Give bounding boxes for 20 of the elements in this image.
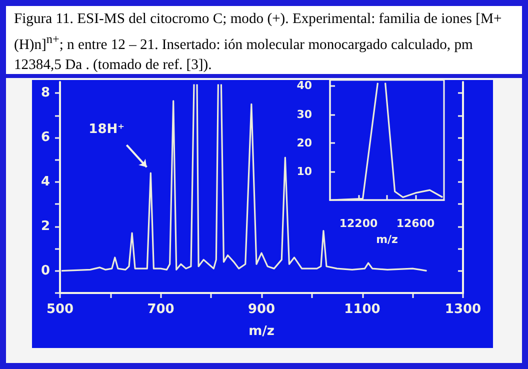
y-tick-label: 4 [40, 174, 50, 190]
x-axis-title: m/z [248, 324, 274, 339]
y-tick-label: 6 [40, 130, 50, 146]
x-tick-label: 700 [147, 302, 174, 317]
y-tick-label: 0 [40, 263, 50, 278]
y-tick-label: 2 [40, 218, 50, 234]
x-tick-label: 500 [46, 302, 74, 317]
y-tick-label: 30 [296, 108, 312, 121]
x-tick-label: 1100 [344, 302, 380, 317]
y-tick-label: 10 [296, 165, 312, 178]
x-axis-title: m/z [376, 233, 398, 246]
y-tick-label: 8 [40, 86, 50, 101]
y-tick-label: 40 [296, 79, 312, 92]
x-tick-label: 1300 [444, 302, 482, 317]
annotation: 18H⁺ [88, 122, 125, 138]
y-tick-label: 20 [296, 136, 312, 150]
x-tick-label: 900 [248, 302, 276, 317]
chart-title: Figura 11. ESI-MS del citocromo C; modo (+). Experimental: familia de iones [M+(H)n]$^{n+}$; n entre 12 – 21. Insertado: ión molecular monocargado calculado, pm 12384,5 Da . (tomado de ref. [3]). [6, 6, 522, 78]
x-tick-label: 12200 [339, 217, 378, 230]
x-tick-label: 12600 [396, 217, 435, 230]
